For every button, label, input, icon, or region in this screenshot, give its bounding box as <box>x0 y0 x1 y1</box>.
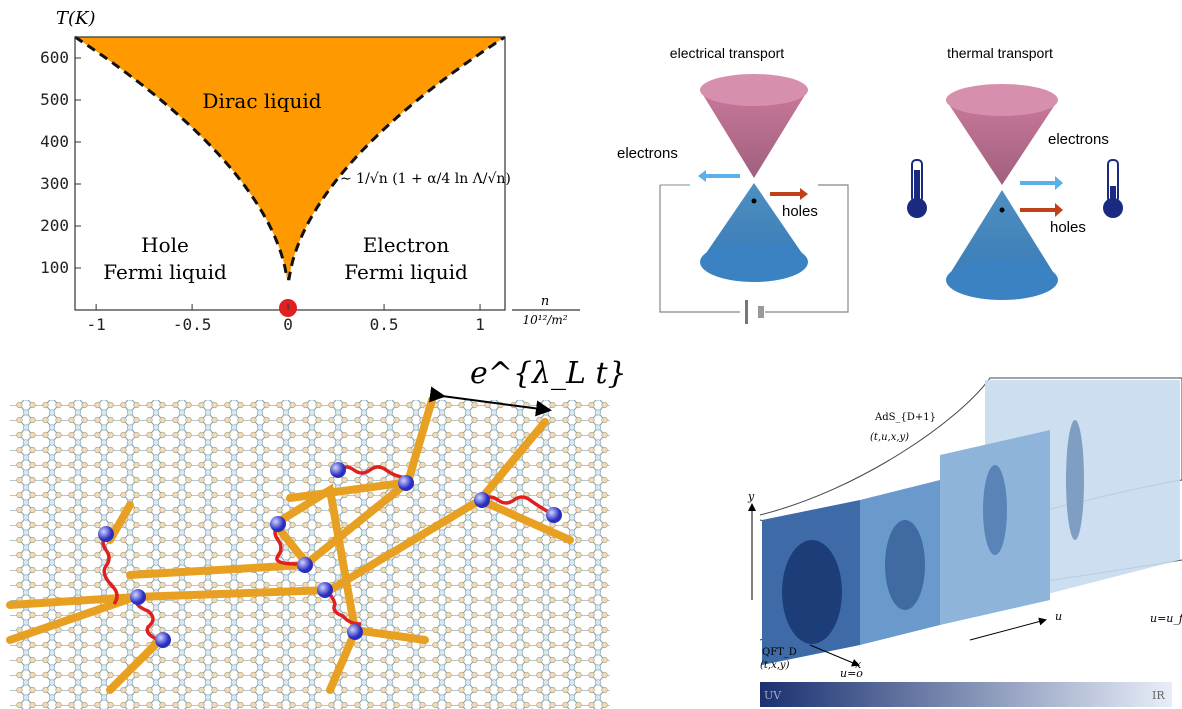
label: AdS_{D+1} <box>874 412 936 423</box>
y-tick-label: 400 <box>40 132 69 151</box>
label: UV <box>764 689 782 702</box>
x-tick-label: -1 <box>86 315 105 334</box>
label: holes <box>1050 219 1086 236</box>
y-tick-label: 200 <box>40 216 69 235</box>
y-tick-label: 500 <box>40 90 69 109</box>
figure: T(K) Dirac liquid Hole Fermi liquid Elec… <box>0 0 1182 709</box>
y-tick-label: 600 <box>40 48 69 67</box>
battery <box>758 306 764 318</box>
battery <box>745 300 748 324</box>
formula: ∼ 1/√n (1 + α/4 ln Λ/√n) <box>340 171 511 187</box>
lattice-panel: e^{λ_L t} <box>10 356 627 709</box>
label: u=u_f <box>1150 612 1182 625</box>
label: (t,x,y) <box>760 660 790 671</box>
thermometer <box>1103 160 1123 218</box>
y-tick-label: 100 <box>40 258 69 277</box>
x-axis-label: 10¹²/m² <box>522 313 567 327</box>
region-label: Electron <box>363 233 450 257</box>
axis-label: u <box>1055 610 1062 623</box>
region-label: Fermi liquid <box>344 260 468 284</box>
x-axis-label: n <box>541 294 549 309</box>
label: (t,u,x,y) <box>870 432 909 443</box>
slice-disk <box>1066 420 1084 540</box>
label: holes <box>782 203 818 220</box>
label: electrons <box>617 145 678 162</box>
slice-disk <box>885 520 925 610</box>
label: QFT_D <box>762 647 797 658</box>
thermometer <box>907 160 927 218</box>
x-tick-label: 1 <box>475 315 485 334</box>
holography-panel: AdS_{D+1} (t,u,x,y) QFT_D (t,x,y) y x u … <box>747 378 1182 707</box>
label: IR <box>1152 689 1165 702</box>
slice-disk <box>782 540 842 644</box>
axis-label: y <box>747 490 755 503</box>
region-label: Dirac liquid <box>202 89 321 113</box>
region-label: Hole <box>141 233 189 257</box>
x-tick-label: -0.5 <box>173 315 212 334</box>
arrow <box>770 188 808 200</box>
x-tick-label: 0.5 <box>370 315 399 334</box>
transport-panel: electrical transport thermal transport e… <box>617 45 1123 324</box>
y-axis-label: T(K) <box>56 8 96 29</box>
axis <box>970 620 1045 640</box>
arrow <box>1020 203 1063 217</box>
label: u=o <box>840 667 863 680</box>
arrow <box>1020 176 1063 190</box>
label: electrons <box>1048 131 1109 148</box>
phase-diagram: T(K) Dirac liquid Hole Fermi liquid Elec… <box>40 8 580 334</box>
y-tick-label: 300 <box>40 174 69 193</box>
panel-title: thermal transport <box>947 45 1053 61</box>
x-tick-label: 0 <box>283 315 293 334</box>
slice-disk <box>983 465 1007 555</box>
growth-label: e^{λ_L t} <box>470 356 627 391</box>
scale-bar <box>760 682 1172 707</box>
region-label: Fermi liquid <box>103 260 227 284</box>
cone <box>946 84 1058 300</box>
panel-title: electrical transport <box>670 45 784 61</box>
arrow <box>698 170 740 182</box>
